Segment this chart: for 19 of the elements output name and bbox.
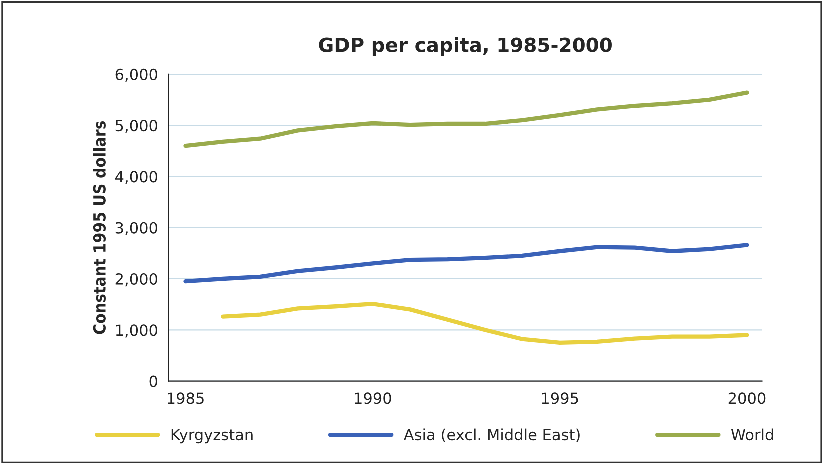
line-series [221, 302, 750, 346]
y-tick-label: 3,000 [116, 222, 158, 236]
x-tick-label: 1985 [168, 392, 204, 404]
y-tick-label: 5,000 [116, 120, 158, 134]
legend-label: World [731, 428, 774, 441]
x-tick-label: 1990 [355, 392, 392, 404]
x-tick-label: 1995 [542, 392, 578, 404]
y-tick-label: 1,000 [116, 324, 158, 338]
x-tick-label: 2000 [728, 392, 766, 404]
legend-label: Kyrgyzstan [172, 429, 253, 444]
y-tick-label: 0 [150, 376, 158, 388]
chart-title: GDP per capita, 1985-2000 [319, 37, 612, 56]
line-series [184, 243, 750, 284]
y-tick-label: 2,000 [116, 273, 158, 287]
line-series [184, 90, 750, 148]
y-tick-label: 6,000 [116, 68, 158, 82]
legend-label: Asia (excl. Middle East) [404, 428, 580, 442]
y-axis-title: Constant 1995 US dollars [93, 121, 106, 334]
y-tick-label: 4,000 [116, 171, 158, 184]
